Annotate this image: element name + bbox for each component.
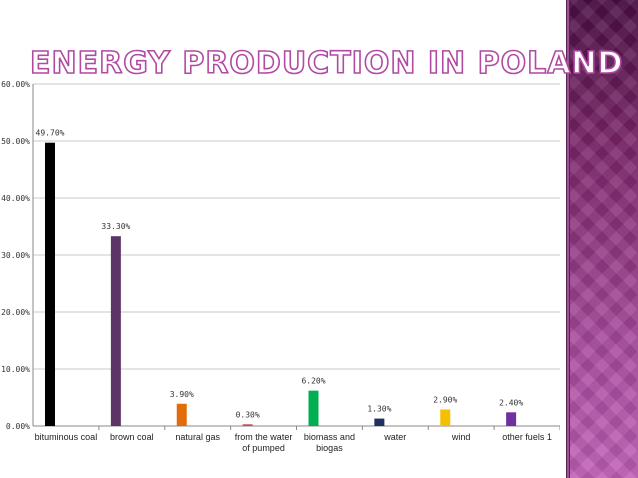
- labels: 0.00% 10.00% 20.00% 30.00% 40.00% 50.00% 60.00…: [1, 80, 552, 453]
- side-panel-divider: [566, 0, 570, 478]
- energy-bar-chart: 0.00% 10.00% 20.00% 30.00% 40.00% 50.00% 60.00…: [1, 80, 560, 453]
- data-label: 6.20%: [301, 377, 325, 386]
- category-label: other fuels 1: [502, 432, 552, 442]
- category-label: wind: [451, 432, 471, 442]
- bars: [45, 142, 517, 426]
- data-label: 33.30%: [101, 222, 130, 231]
- category-label: natural gas: [175, 432, 220, 442]
- data-label: 49.70%: [36, 129, 65, 138]
- category-label: bituminous coal: [35, 432, 98, 442]
- bar: [440, 409, 451, 426]
- data-label: 2.40%: [499, 398, 523, 407]
- y-tick-label: 30.00%: [1, 251, 30, 260]
- y-tick-label: 60.00%: [1, 80, 30, 89]
- bar: [506, 412, 517, 426]
- category-label: biomass and: [304, 432, 355, 442]
- category-label: of pumped: [242, 443, 285, 453]
- category-label: biogas: [316, 443, 343, 453]
- data-label: 0.30%: [236, 410, 260, 419]
- y-tick-label: 40.00%: [1, 194, 30, 203]
- y-tick-label: 10.00%: [1, 365, 30, 374]
- category-label: from the water: [235, 432, 293, 442]
- y-tick-label: 50.00%: [1, 137, 30, 146]
- category-label: brown coal: [110, 432, 154, 442]
- bar: [110, 236, 121, 426]
- bar: [242, 424, 253, 426]
- bar: [176, 403, 187, 426]
- decorative-side-panel: [566, 0, 638, 478]
- data-label: 2.90%: [433, 395, 457, 404]
- bar: [308, 390, 319, 426]
- y-tick-label: 0.00%: [6, 422, 30, 431]
- bar: [45, 142, 55, 426]
- data-label: 1.30%: [367, 405, 391, 414]
- data-label: 3.90%: [170, 390, 194, 399]
- category-label: water: [383, 432, 406, 442]
- y-tick-label: 20.00%: [1, 308, 30, 317]
- bar: [374, 418, 385, 426]
